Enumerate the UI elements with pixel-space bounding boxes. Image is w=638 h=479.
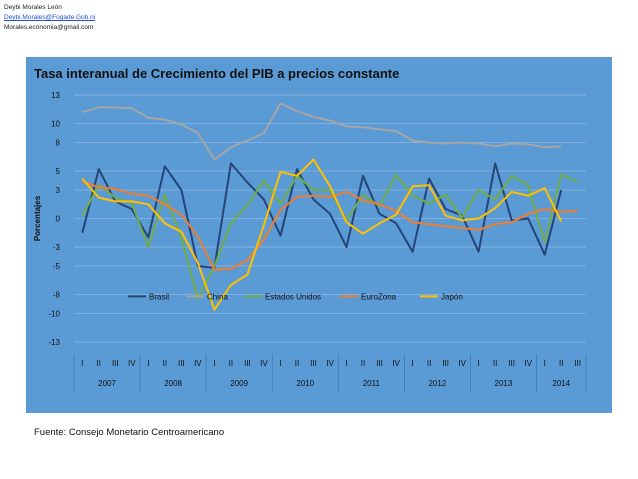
x-year-label: 2008 [164, 379, 182, 388]
x-quarter-label: IV [458, 359, 466, 368]
y-tick-label: 13 [51, 91, 60, 100]
x-quarter-label: I [213, 359, 215, 368]
series-line-brasil [81, 162, 563, 269]
x-quarter-label: III [112, 359, 119, 368]
x-quarter-label: IV [194, 359, 202, 368]
x-quarter-label: II [229, 359, 233, 368]
y-tick-label: -3 [53, 243, 61, 252]
x-year-label: 2009 [230, 379, 248, 388]
chart-panel: 13 10 8 5 3 0 -3 -5 -8 -10 -13 Porcentajes I II III IV I… [26, 57, 612, 413]
series-line-eurozona [81, 180, 578, 271]
y-tick-label: -5 [53, 262, 61, 271]
legend-label: China [207, 292, 228, 301]
x-quarter-label: II [361, 359, 365, 368]
author-email-text: Morales.economia@gmail.com [4, 24, 94, 31]
legend-label: Brasil [149, 292, 169, 301]
x-year-label: 2007 [98, 379, 116, 388]
x-quarter-label: IV [128, 359, 136, 368]
x-quarter-label: IV [524, 359, 532, 368]
x-quarter-label: III [376, 359, 383, 368]
x-quarter-label: I [544, 359, 546, 368]
x-quarter-label: II [427, 359, 431, 368]
y-tick-label: 10 [51, 120, 60, 129]
x-quarter-label: II [559, 359, 563, 368]
x-quarter-label: I [279, 359, 281, 368]
author-name: Deybi Morales León [4, 4, 62, 11]
x-year-label: 2010 [296, 379, 314, 388]
x-quarter-label: I [147, 359, 149, 368]
y-tick-label: 0 [56, 215, 61, 224]
series-line-estados-unidos [81, 173, 579, 301]
y-tick-label: -13 [48, 338, 60, 347]
x-quarter-label: IV [260, 359, 268, 368]
y-axis-label: Porcentajes [33, 195, 42, 241]
x-quarter-label: II [493, 359, 497, 368]
x-year-label: 2013 [495, 379, 513, 388]
x-quarter-label: II [295, 359, 299, 368]
series-line-china [82, 102, 562, 161]
x-quarter-label: III [508, 359, 515, 368]
y-tick-label: 5 [56, 167, 61, 176]
x-quarter-label: IV [392, 359, 400, 368]
x-quarter-label: III [178, 359, 185, 368]
x-quarter-label: III [310, 359, 317, 368]
x-quarter-label: III [244, 359, 251, 368]
chart-title: Tasa interanual de Crecimiento del PIB a… [34, 66, 400, 81]
legend-label: EuroZona [361, 292, 397, 301]
x-quarter-label: II [97, 359, 101, 368]
x-year-label: 2014 [552, 379, 570, 388]
x-year-label: 2012 [428, 379, 446, 388]
y-tick-label: 8 [56, 139, 61, 148]
x-quarter-label: II [163, 359, 167, 368]
y-tick-label: -8 [53, 291, 61, 300]
x-quarter-label: I [478, 359, 480, 368]
legend-label: Estados Unidos [265, 292, 321, 301]
x-quarter-label: III [442, 359, 449, 368]
author-email-link[interactable]: Deybi.Morales@Fogade.Gob.ni [4, 14, 96, 21]
x-quarter-label: I [81, 359, 83, 368]
y-tick-label: 3 [56, 186, 61, 195]
source-note: Fuente: Consejo Monetario Centroamerican… [34, 427, 225, 438]
series-line-japón [81, 158, 563, 311]
x-quarter-label: I [345, 359, 347, 368]
x-quarter-label: III [574, 359, 581, 368]
legend-label: Japón [441, 292, 463, 301]
y-tick-label: -10 [48, 310, 60, 319]
x-year-label: 2011 [363, 379, 381, 388]
x-quarter-label: IV [326, 359, 334, 368]
x-quarter-label: I [411, 359, 413, 368]
